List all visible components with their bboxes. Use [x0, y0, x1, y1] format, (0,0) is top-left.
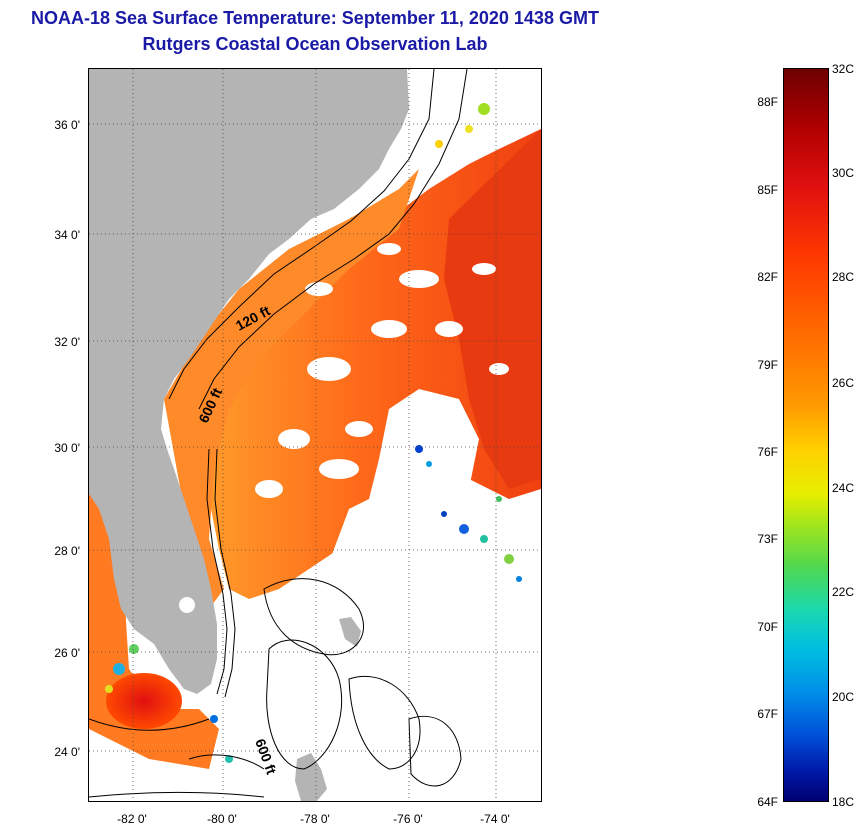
- temperature-colorbar: [783, 68, 829, 802]
- land-southeast-us: [89, 69, 409, 694]
- land-bahamas-andros: [295, 753, 327, 801]
- land-lake-okeechobee: [179, 597, 195, 613]
- lat-tick-label: 30 0': [54, 441, 80, 455]
- colorbar-f-label: 64F: [757, 795, 778, 809]
- colorbar-c-label: 18C: [832, 795, 855, 809]
- colorbar-f-label: 76F: [757, 445, 778, 459]
- map-canvas: 120 ft 600 ft 600 ft: [89, 69, 541, 801]
- lat-tick-label: 32 0': [54, 335, 80, 349]
- colorbar-c-label: 20C: [832, 690, 855, 704]
- sst-field-nearshore: [164, 169, 419, 609]
- colorbar-f-label: 73F: [757, 532, 778, 546]
- lon-tick-label: -80 0': [207, 812, 237, 826]
- lon-tick-label: -78 0': [300, 812, 330, 826]
- colorbar-c-label: 24C: [832, 481, 855, 495]
- bathymetry-contours: [89, 69, 468, 798]
- map-title: NOAA-18 Sea Surface Temperature: Septemb…: [31, 8, 599, 28]
- colorbar-f-label: 82F: [757, 270, 778, 284]
- lat-tick-label: 24 0': [54, 745, 80, 759]
- colorbar-f-label: 79F: [757, 358, 778, 372]
- colorbar-f-label: 70F: [757, 620, 778, 634]
- lon-tick-label: -76 0': [393, 812, 423, 826]
- lat-tick-label: 36 0': [54, 118, 80, 132]
- cool-patches: [105, 103, 522, 763]
- colorbar-c-label: 30C: [832, 166, 855, 180]
- map-subtitle: Rutgers Coastal Ocean Observation Lab: [142, 34, 488, 54]
- colorbar-f-label: 85F: [757, 183, 778, 197]
- lon-tick-label: -82 0': [117, 812, 147, 826]
- graticule: [89, 69, 541, 801]
- colorbar-f-label: 67F: [757, 707, 778, 721]
- sst-map: 120 ft 600 ft 600 ft: [88, 68, 542, 802]
- land-bahamas-abaco: [339, 617, 361, 647]
- lat-tick-label: 28 0': [54, 544, 80, 558]
- colorbar-f-label: 88F: [757, 95, 778, 109]
- sst-field-hot-east: [444, 129, 541, 489]
- lat-tick-label: 34 0': [54, 228, 80, 242]
- colorbar-c-label: 28C: [832, 270, 855, 284]
- colorbar-c-label: 32C: [832, 62, 855, 76]
- colorbar-c-label: 22C: [832, 585, 855, 599]
- colorbar-c-label: 26C: [832, 376, 855, 390]
- lon-tick-label: -74 0': [480, 812, 510, 826]
- sst-hot-spot-keys: [106, 673, 182, 729]
- lat-tick-label: 26 0': [54, 646, 80, 660]
